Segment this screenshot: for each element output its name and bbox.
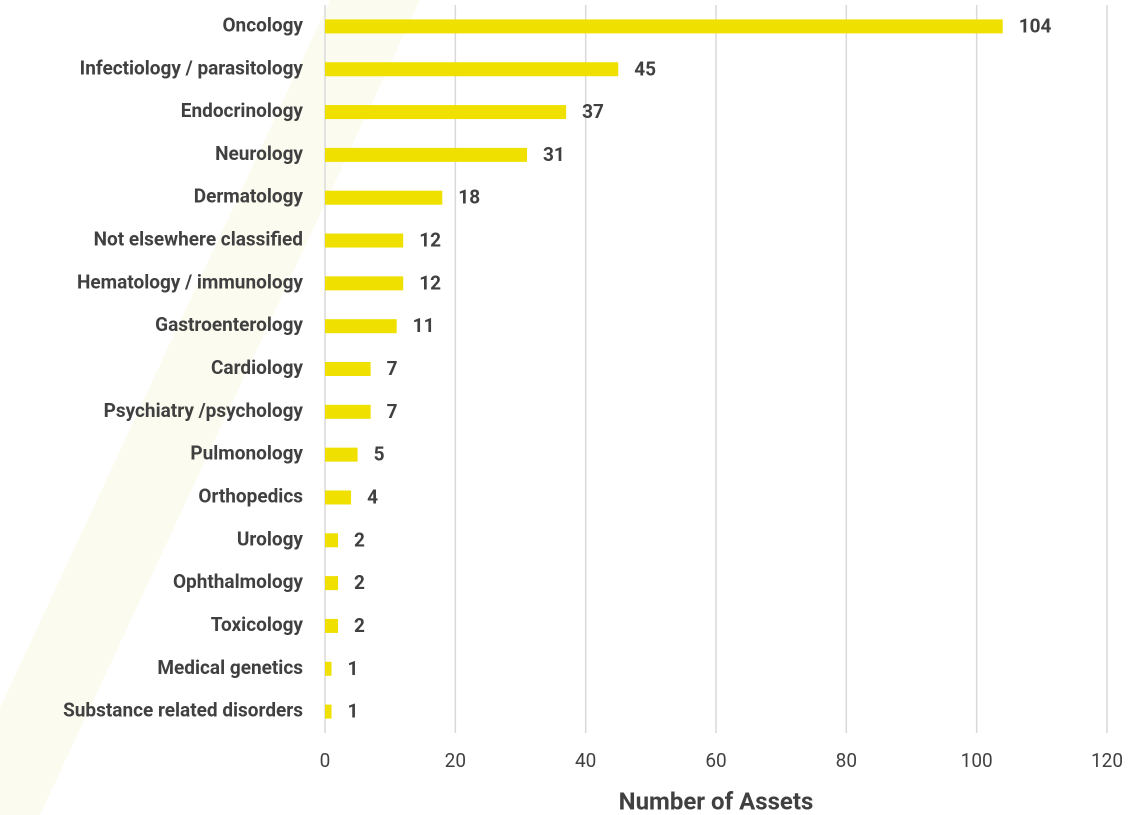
value-label: 104 [1019, 14, 1052, 37]
x-tick-label: 0 [320, 749, 331, 772]
y-tick-label: Infectiology / parasitology [80, 56, 304, 79]
x-tick-label: 20 [445, 749, 466, 772]
bar [325, 704, 332, 719]
x-tick-label: 120 [1091, 749, 1123, 772]
y-tick-label: Substance related disorders [63, 699, 303, 722]
y-tick-label: Gastroenterology [155, 313, 303, 336]
value-label: 1 [348, 657, 359, 680]
x-tick-label: 100 [961, 749, 993, 772]
value-label: 5 [374, 443, 385, 466]
y-tick-label: Urology [237, 527, 304, 550]
y-tick-label: Cardiology [211, 356, 303, 379]
value-label: 18 [458, 186, 480, 209]
bar [325, 190, 443, 205]
bar [325, 576, 339, 591]
y-tick-label: Psychiatry /psychology [104, 399, 304, 422]
bar [325, 147, 528, 162]
y-tick-label: Toxicology [211, 613, 304, 636]
y-tick-label: Ophthalmology [173, 570, 303, 593]
bar [325, 62, 619, 77]
y-tick-label: Dermatology [194, 185, 304, 208]
bar [325, 490, 352, 505]
bar [325, 19, 1003, 34]
value-label: 31 [543, 143, 565, 166]
watermark [0, 0, 420, 815]
x-tick-label: 80 [836, 749, 857, 772]
bar [325, 447, 358, 462]
y-tick-label: Neurology [215, 142, 303, 165]
y-tick-label: Endocrinology [181, 99, 304, 122]
bar [325, 276, 404, 291]
y-tick-label: Medical genetics [157, 656, 303, 679]
bar [325, 362, 371, 376]
bar [325, 233, 404, 248]
x-tick-label: 60 [705, 749, 726, 772]
value-label: 11 [413, 314, 435, 337]
value-label: 12 [419, 271, 441, 294]
value-label: 7 [387, 400, 398, 423]
x-axis-title: Number of Assets [619, 787, 814, 815]
value-label: 2 [354, 571, 365, 594]
bar [325, 661, 332, 676]
y-tick-label: Pulmonology [190, 442, 303, 465]
value-label: 12 [419, 229, 441, 252]
value-label: 2 [354, 614, 365, 637]
y-tick-label: Oncology [222, 13, 303, 36]
value-label: 45 [634, 57, 656, 80]
bar [325, 533, 339, 548]
bar [325, 105, 567, 120]
y-tick-label: Orthopedics [198, 484, 303, 507]
y-tick-label: Not elsewhere classified [94, 228, 303, 251]
bar [325, 319, 397, 334]
value-label: 7 [387, 357, 398, 380]
x-tick-label: 40 [575, 749, 596, 772]
value-label: 1 [348, 700, 359, 723]
value-label: 4 [367, 485, 378, 508]
value-label: 37 [582, 100, 604, 123]
bar [325, 618, 339, 633]
value-label: 2 [354, 528, 365, 551]
y-tick-label: Hematology / immunology [77, 270, 303, 293]
bar [325, 404, 371, 419]
